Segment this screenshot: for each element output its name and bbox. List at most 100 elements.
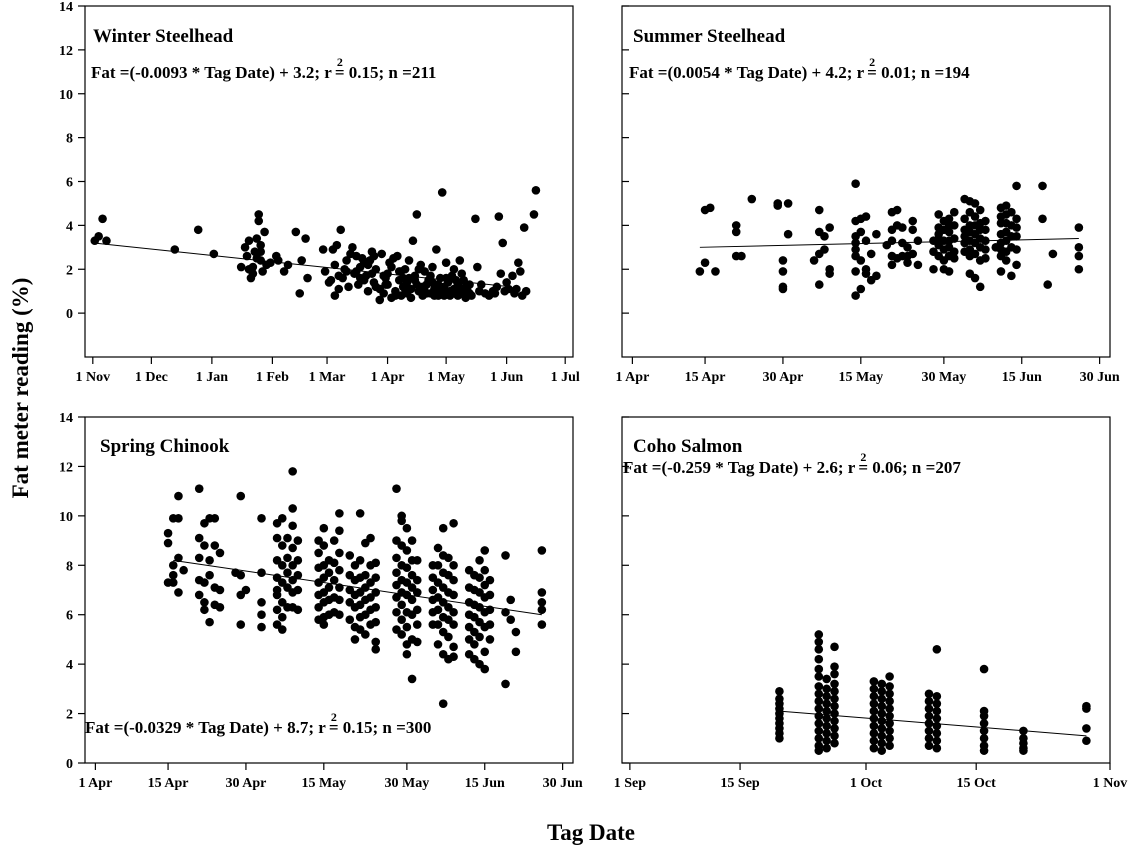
data-point — [319, 620, 329, 629]
data-point — [335, 583, 344, 592]
data-point — [451, 275, 461, 285]
data-point — [272, 590, 282, 600]
data-point — [272, 605, 282, 615]
data-point — [355, 556, 365, 565]
x-tick-label: 1 Apr — [78, 776, 112, 791]
data-point — [830, 716, 839, 726]
data-point — [822, 714, 831, 723]
data-point — [303, 273, 312, 283]
y-tick-label: 2 — [66, 263, 73, 278]
regression-equation: Fat =(-0.0329 * Tag Date) + 8.7; r2 = 0.1… — [85, 710, 431, 737]
x-tick-label: 30 Jun — [543, 776, 583, 791]
y-tick-label: 10 — [59, 510, 73, 525]
data-point — [872, 271, 881, 281]
data-point — [277, 612, 287, 622]
data-point — [200, 598, 209, 607]
data-point — [970, 273, 980, 283]
data-point — [944, 227, 954, 237]
data-point — [194, 484, 204, 493]
data-point — [400, 284, 410, 294]
x-tick-label: 30 Apr — [763, 370, 804, 385]
data-point — [428, 278, 437, 287]
data-point — [430, 291, 439, 300]
data-point — [869, 691, 879, 701]
data-point — [822, 706, 831, 716]
data-point — [885, 682, 894, 691]
y-tick-label: 14 — [59, 0, 73, 15]
data-point — [371, 617, 381, 627]
data-point — [932, 706, 942, 716]
data-point — [773, 201, 783, 210]
x-tick-label: 1 Jul — [551, 370, 580, 385]
data-point — [494, 212, 504, 221]
data-point — [820, 232, 829, 241]
data-point — [475, 573, 484, 582]
data-point — [288, 504, 297, 513]
regression-equation: Fat =(-0.0093 * Tag Date) + 3.2; r2 = 0.1… — [91, 55, 436, 82]
data-point — [869, 677, 879, 686]
data-point — [254, 216, 264, 226]
data-point — [512, 284, 521, 294]
data-point — [981, 225, 990, 235]
data-point — [319, 541, 329, 550]
data-point — [944, 214, 954, 224]
data-point — [168, 560, 178, 570]
data-point — [1001, 256, 1011, 265]
data-point — [814, 205, 824, 215]
data-point — [397, 630, 406, 639]
data-point — [205, 570, 214, 580]
data-point — [433, 620, 443, 629]
data-point — [511, 627, 521, 637]
x-tick-label: 15 Oct — [957, 776, 997, 791]
data-point — [476, 280, 486, 289]
data-point — [407, 536, 417, 545]
data-point — [355, 262, 365, 272]
data-point — [318, 245, 328, 254]
data-point — [877, 724, 887, 733]
data-point — [348, 243, 357, 252]
x-tick-label: 15 Jun — [465, 776, 505, 791]
data-point — [885, 711, 894, 721]
data-point — [330, 260, 340, 270]
data-point — [970, 199, 980, 208]
data-point — [1043, 280, 1053, 289]
data-point — [480, 664, 490, 674]
data-point — [441, 273, 451, 283]
data-point — [932, 699, 942, 708]
data-point — [257, 568, 266, 577]
data-point — [288, 467, 297, 476]
data-point — [856, 227, 866, 237]
data-point — [932, 736, 942, 746]
data-point — [877, 694, 887, 704]
data-point — [1007, 271, 1016, 281]
data-point — [252, 234, 262, 243]
data-point — [861, 236, 871, 246]
data-point — [295, 289, 305, 298]
data-point — [428, 262, 437, 272]
data-point — [979, 733, 989, 743]
data-point — [215, 603, 225, 612]
data-point — [944, 267, 954, 276]
data-point — [381, 273, 390, 283]
data-point — [257, 610, 266, 620]
data-point — [1074, 223, 1084, 232]
data-point — [970, 249, 980, 259]
data-point — [822, 721, 831, 731]
data-point — [885, 704, 894, 713]
data-point — [332, 240, 342, 250]
data-point — [412, 556, 422, 565]
data-point — [371, 603, 381, 612]
data-point — [830, 662, 839, 671]
data-point — [449, 575, 458, 585]
data-point — [283, 533, 292, 543]
data-point — [437, 188, 447, 197]
data-point — [822, 729, 831, 738]
data-point — [485, 635, 495, 644]
data-point — [371, 588, 381, 597]
data-point — [501, 607, 510, 617]
data-point — [94, 232, 103, 241]
data-point — [319, 523, 329, 533]
panel-title: Winter Steelhead — [93, 26, 234, 47]
data-point — [366, 533, 375, 543]
